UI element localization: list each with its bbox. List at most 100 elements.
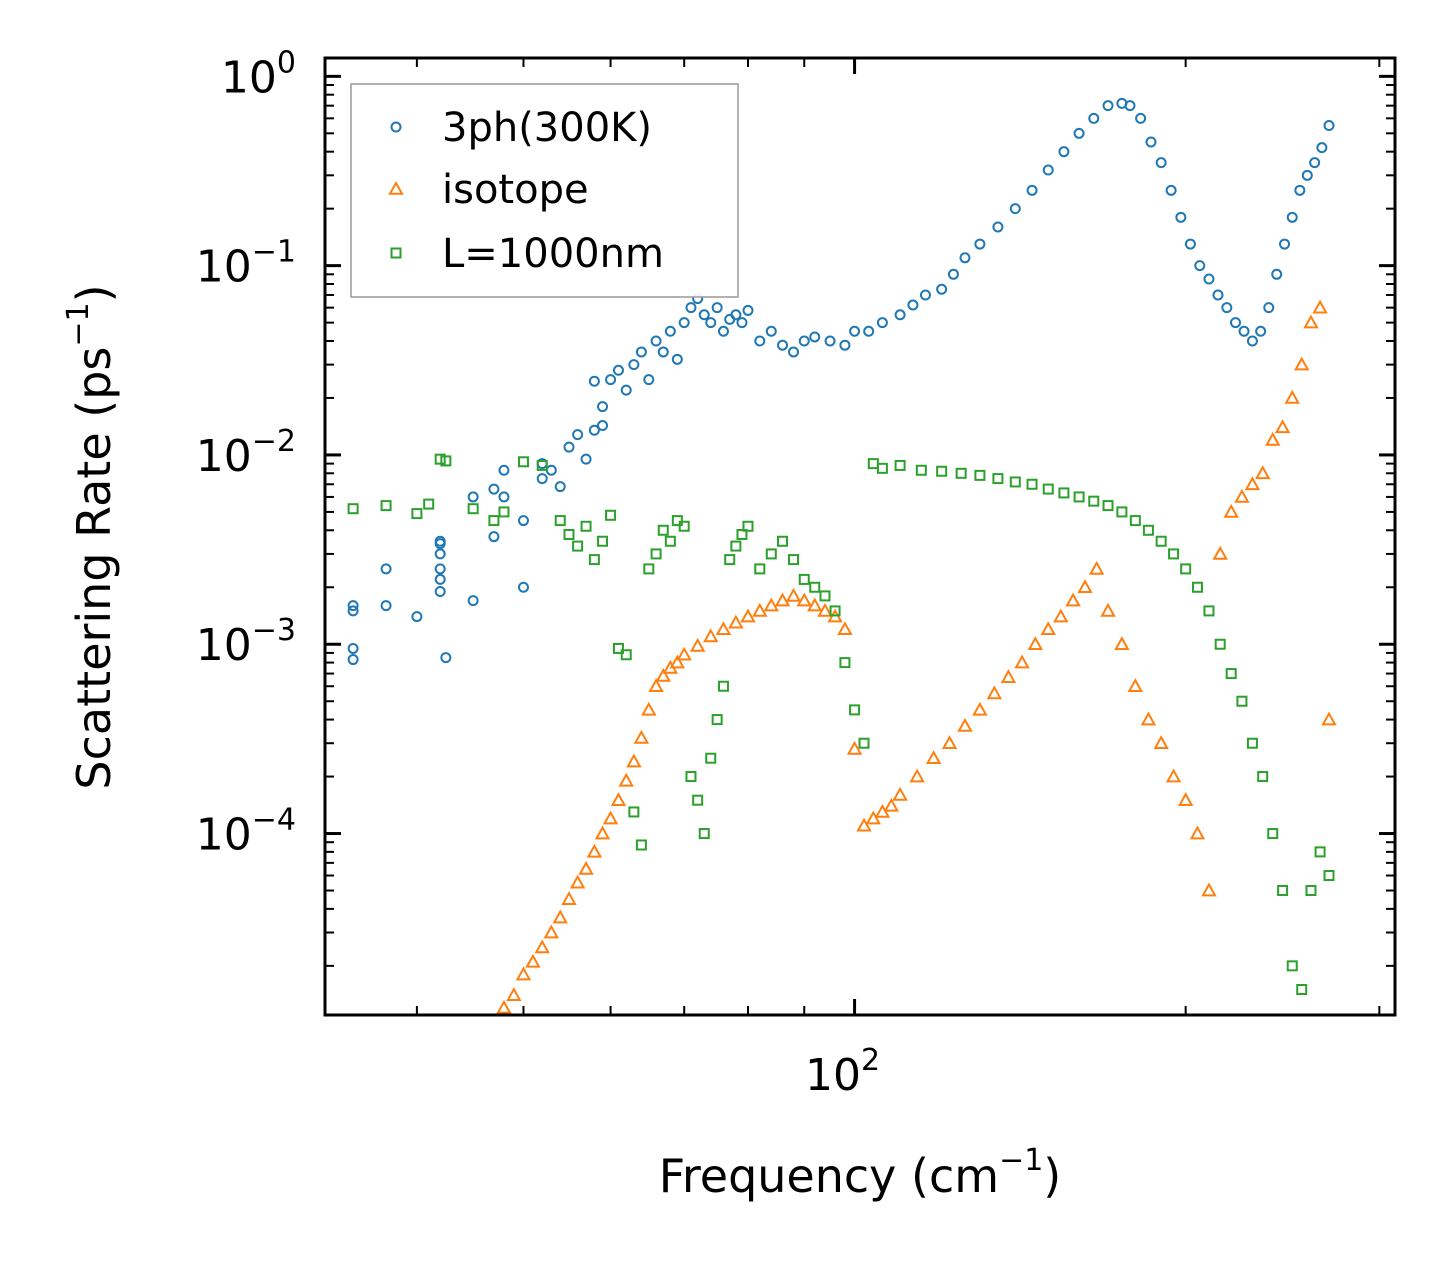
boundary-point [628, 806, 640, 818]
series-boundary [347, 453, 1335, 996]
isotope-point [1303, 314, 1319, 329]
isotope-point [909, 768, 925, 783]
isotope-point [1065, 592, 1081, 607]
3ph-point [1323, 119, 1335, 131]
isotope-point [957, 717, 973, 732]
x-tick-label: 102 [805, 1043, 880, 1101]
boundary-point [1323, 870, 1335, 882]
3ph-point [572, 429, 584, 441]
boundary-point [1246, 737, 1258, 749]
isotope-point [1294, 356, 1310, 371]
boundary-point [1042, 483, 1054, 495]
boundary-point [1116, 506, 1128, 518]
3ph-point [1309, 157, 1321, 169]
3ph-point [777, 339, 789, 351]
isotope-point [1201, 882, 1217, 897]
3ph-point [664, 325, 676, 337]
3ph-point [1294, 184, 1306, 196]
3ph-point [1145, 136, 1157, 148]
boundary-point [1314, 846, 1326, 858]
isotope-point [586, 843, 603, 858]
boundary-point [612, 642, 624, 654]
isotope-point [496, 999, 512, 1014]
boundary-point [955, 467, 967, 479]
isotope-point [669, 654, 686, 669]
3ph-point [488, 531, 500, 543]
isotope-point [1321, 711, 1337, 726]
3ph-point [488, 483, 500, 495]
plot-frame [323, 56, 1397, 1017]
isotope-point [925, 750, 942, 765]
series-3ph [347, 97, 1335, 666]
boundary-point [936, 465, 948, 477]
isotope-point [1284, 389, 1300, 404]
boundary-point [1168, 548, 1180, 560]
isotope-point [883, 797, 900, 812]
boundary-point [605, 509, 617, 521]
isotope-point [1212, 545, 1228, 560]
3ph-point [1175, 211, 1187, 223]
3ph-point [1246, 335, 1258, 347]
legend-3ph-icon [390, 121, 402, 133]
3ph-point [434, 535, 446, 547]
boundary-point [692, 794, 704, 806]
3ph-point [705, 317, 717, 329]
3ph-point [440, 652, 452, 664]
isotope-point [689, 637, 706, 652]
tick-labels: 102 100 10−1 10−2 10−3 10−4 [196, 45, 880, 1101]
boundary-point [434, 453, 446, 465]
3ph-point [907, 299, 919, 311]
3ph-point [1238, 325, 1250, 337]
3ph-point [411, 611, 423, 623]
3ph-point [1165, 184, 1177, 196]
isotope-point [1254, 465, 1271, 480]
3ph-point [580, 453, 592, 465]
legend-label-boundary: L=1000nm [442, 231, 664, 277]
isotope-point [552, 909, 568, 924]
boundary-point [1058, 487, 1070, 499]
boundary-point [563, 528, 575, 540]
3ph-point [765, 325, 777, 337]
legend-marker-boundary [390, 247, 402, 259]
boundary-point [858, 737, 870, 749]
boundary-point [467, 503, 479, 515]
isotope-point [1234, 488, 1250, 503]
isotope-point [534, 939, 550, 954]
3ph-point [434, 563, 446, 575]
isotope-point [1274, 419, 1291, 434]
3ph-point [849, 325, 861, 337]
boundary-point [597, 535, 609, 547]
isotope-point [594, 825, 611, 840]
3ph-point [1042, 164, 1054, 176]
boundary-point [798, 573, 810, 585]
boundary-point [717, 680, 729, 692]
boundary-point [1257, 771, 1269, 783]
3ph-point [380, 563, 392, 575]
boundary-point [1286, 960, 1298, 972]
boundary-point [992, 473, 1004, 485]
isotope-point [846, 740, 863, 755]
isotope-point [602, 810, 619, 825]
3ph-point [1221, 302, 1233, 314]
boundary-point [915, 464, 927, 476]
isotope-point [1040, 621, 1056, 636]
x-axis-title: Frequency (cm−1) [659, 1143, 1062, 1203]
legend-isotope-icon [388, 180, 404, 195]
isotope-point [506, 987, 522, 1001]
boundary-point [1305, 885, 1317, 897]
boundary-point [1267, 828, 1279, 840]
legend-marker-isotope [388, 180, 404, 195]
isotope-point [525, 953, 541, 968]
isotope-point [641, 701, 657, 716]
3ph-point [1263, 302, 1275, 314]
isotope-point [1127, 678, 1144, 693]
boundary-point [1009, 476, 1021, 488]
boundary-point [730, 540, 742, 552]
legend: 3ph(300K) isotope L=1000nm [350, 83, 739, 298]
isotope-point [752, 602, 768, 617]
isotope-point [817, 602, 833, 617]
isotope-point [676, 646, 692, 661]
3ph-point [1184, 238, 1196, 250]
3ph-point [347, 642, 359, 654]
